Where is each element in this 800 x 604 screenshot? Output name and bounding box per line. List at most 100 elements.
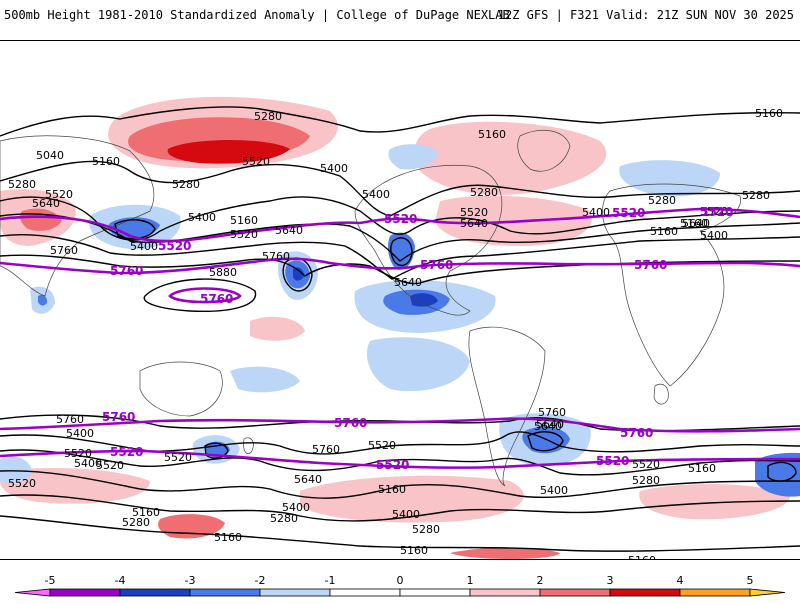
plabel: 5520	[110, 445, 143, 459]
contour-asia-low	[114, 219, 156, 240]
clabel: 5400	[362, 188, 390, 201]
clabel: 5640	[534, 420, 562, 433]
contour-aus-low	[204, 442, 229, 459]
colorbar-tick-label: 4	[677, 574, 684, 587]
colorbar-bin	[469, 588, 541, 597]
colorbar-tick-label: 2	[537, 574, 544, 587]
colorbar-bin	[14, 588, 51, 597]
contour-5880-hi	[143, 278, 257, 313]
anomaly-pos-antarctic	[450, 547, 560, 559]
height-contours	[0, 106, 800, 552]
colorbar-tick-label: -1	[325, 574, 336, 587]
clabel: 5520	[64, 447, 92, 460]
colorbar-tick-label: 1	[467, 574, 474, 587]
clabel: 5280	[742, 189, 770, 202]
anomaly-pos-sh-east	[639, 484, 790, 520]
coast-madagascar	[653, 383, 669, 405]
colorbar-tick-label: 0	[397, 574, 404, 587]
colorbar-tick-label: 5	[747, 574, 754, 587]
plabel: 5760	[620, 426, 653, 440]
clabel: 5400	[130, 240, 158, 253]
clabel: 5400	[582, 206, 610, 219]
clabel: 5520	[700, 205, 728, 218]
colorbar-bin	[679, 588, 751, 597]
clabel: 5280	[270, 512, 298, 525]
anomaly-pos-pacific-north-max	[167, 140, 290, 164]
plabel: 5520	[596, 454, 629, 468]
clabel: 5760	[262, 250, 290, 263]
contour-5280-sh	[0, 494, 800, 522]
clabel: 5520	[45, 188, 73, 201]
colorbar-tick-label: -2	[255, 574, 266, 587]
clabel: 5160	[230, 214, 258, 227]
clabel: 5160	[132, 506, 160, 519]
clabel: 5160	[214, 531, 242, 544]
contour-5520-nh	[0, 213, 800, 262]
clabel: 5640	[275, 224, 303, 237]
clabel: 5520	[242, 155, 270, 168]
contour-far-east-low	[767, 461, 797, 482]
anomaly-neg-arctic	[388, 144, 438, 170]
anomaly-colorbar: -5 -4 -3 -2 -1 0 1 2 3 4 5	[0, 570, 800, 600]
clabel: 5520	[96, 459, 124, 472]
coast-new-zealand	[243, 437, 254, 454]
anomaly-neg-trop-south	[230, 366, 300, 393]
clabel: 5400	[540, 484, 568, 497]
colorbar-tick-label: -5	[45, 574, 56, 587]
contour-labels: 5280 5160 5040 5160 5280 5520 5640 5400 …	[8, 107, 783, 559]
colorbar-bin	[399, 588, 471, 597]
clabel: 5400	[282, 501, 310, 514]
map-title: 500mb Height 1981-2010 Standardized Anom…	[4, 8, 510, 22]
clabel: 5400	[74, 457, 102, 470]
contour-us-low	[390, 237, 413, 267]
clabel: 5280	[632, 474, 660, 487]
clabel: 5520	[230, 228, 258, 241]
coast-europe-africa	[602, 183, 741, 387]
anomaly-pos-trop	[250, 316, 305, 341]
plabel: 5760	[334, 416, 367, 430]
clabel: 5640	[294, 473, 322, 486]
clabel: 5400	[392, 508, 420, 521]
colorbar-bin	[749, 588, 786, 597]
clabel: 5160	[650, 225, 678, 238]
anomaly-pos-europe	[414, 121, 607, 195]
clabel: 5280	[172, 178, 200, 191]
contour-5160-nh	[0, 106, 800, 137]
clabel: 5760	[312, 443, 340, 456]
plabel: 5760	[110, 264, 143, 278]
anomaly-neg-trop-pac	[366, 337, 470, 392]
anomaly-neg-pacific-low-max	[293, 267, 304, 281]
clabel: 5160	[478, 128, 506, 141]
clabel: 5280	[470, 186, 498, 199]
clabel: 5520	[164, 451, 192, 464]
colorbar-bin	[259, 588, 331, 597]
coast-north-america	[354, 164, 503, 316]
colorbar-tick-label: -4	[115, 574, 126, 587]
purple-5520-sh	[0, 449, 800, 469]
clabel: 5160	[400, 544, 428, 557]
colorbar-tick-label: -3	[185, 574, 196, 587]
clabel: 5400	[66, 427, 94, 440]
clabel: 5760	[538, 406, 566, 419]
map-canvas: 5280 5160 5040 5160 5280 5520 5640 5400 …	[0, 96, 800, 559]
clabel: 5160	[378, 483, 406, 496]
anomaly-neg-eurasia-east	[619, 160, 720, 197]
clabel: 5280	[254, 110, 282, 123]
coast-greenland	[517, 130, 571, 172]
clabel: 5160	[755, 107, 783, 120]
clabel: 5640	[32, 197, 60, 210]
plabel: 5520	[612, 206, 645, 220]
contour-5400-nh	[0, 196, 800, 241]
plabel: 5520	[700, 205, 733, 219]
plabel: 5520	[384, 212, 417, 226]
clabel: 5640	[394, 276, 422, 289]
anomaly-neg-sh-west	[0, 456, 32, 484]
reference-contours	[0, 207, 800, 469]
coast-asia	[0, 135, 155, 297]
plabel: 5760	[102, 410, 135, 424]
clabel: 5160	[680, 217, 708, 230]
colorbar-tick-label: 3	[607, 574, 614, 587]
plabel: 5760	[420, 258, 453, 272]
reference-contour-labels: 5520 5520 5760 5520 5760 5520 5760 5760 …	[102, 205, 733, 472]
contour-5160-sh	[0, 515, 800, 552]
